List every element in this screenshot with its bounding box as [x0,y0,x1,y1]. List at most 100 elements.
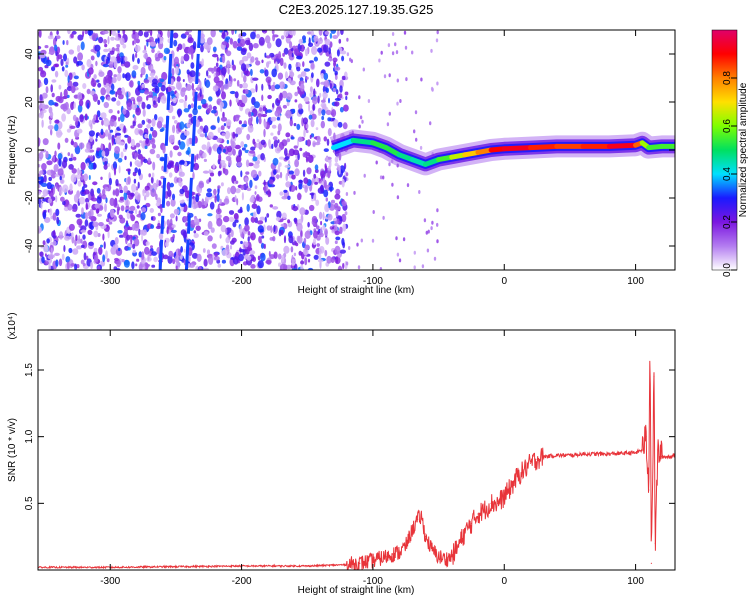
noise-speck [140,66,146,76]
noise-speck [304,244,310,250]
noise-speck [174,90,177,95]
noise-speck [71,30,77,35]
x-tick-label: 100 [627,576,644,587]
noise-speck [168,250,173,257]
noise-speck [249,250,256,255]
noise-speck [72,156,77,161]
noise-speck [116,44,121,48]
noise-speck [115,179,119,186]
noise-speck [38,163,41,168]
noise-speck [217,170,221,177]
noise-speck [273,139,278,148]
noise-speck [150,126,154,132]
noise-speck [107,36,110,45]
noise-speck [117,30,120,34]
noise-speck [244,55,247,61]
noise-speck [367,99,371,103]
noise-speck [245,171,250,175]
noise-speck [136,205,140,209]
noise-speck [45,150,49,159]
noise-speck [294,168,300,177]
noise-speck [300,71,307,77]
noise-speck [415,137,418,142]
noise-speck [334,97,341,101]
noise-speck [284,148,288,157]
noise-speck [279,57,284,67]
noise-speck [119,37,125,46]
noise-speck [149,148,156,155]
noise-speck [295,242,299,247]
noise-speck [279,92,283,101]
noise-speck [78,196,86,205]
noise-speck [221,162,227,169]
noise-speck [70,85,76,94]
noise-speck [234,144,241,150]
noise-speck [312,103,315,112]
noise-speck [217,116,220,124]
noise-speck [298,183,303,190]
noise-speck [253,163,260,169]
noise-speck [329,32,333,39]
noise-speck [52,240,57,246]
noise-speck [105,186,109,192]
noise-speck [323,136,328,142]
noise-speck [172,124,176,134]
noise-speck [70,263,76,267]
noise-speck [238,149,243,158]
noise-speck [318,211,323,220]
noise-speck [76,60,84,66]
noise-speck [430,226,433,231]
noise-speck [304,48,309,57]
noise-speck [52,212,57,221]
noise-speck [304,230,311,239]
snr-point [556,454,558,456]
noise-speck [314,164,319,171]
snr-point [398,552,400,554]
noise-speck [236,198,239,206]
noise-speck [139,140,143,144]
noise-speck [132,249,136,254]
x-tick-label: 0 [501,276,507,287]
noise-speck [122,44,127,49]
noise-speck [320,170,326,178]
noise-speck [182,79,185,82]
noise-speck [323,179,327,189]
noise-speck [327,128,332,137]
noise-speck [311,192,314,199]
noise-speck [83,173,89,182]
noise-speck [244,39,251,46]
noise-speck [67,204,73,211]
noise-speck [311,72,314,79]
noise-speck [216,193,220,203]
noise-speck [261,30,266,33]
noise-speck [99,131,106,139]
noise-speck [169,182,174,188]
noise-speck [268,250,271,257]
noise-speck [197,84,200,92]
noise-speck [250,232,256,241]
snr-point [650,562,653,564]
noise-speck [322,212,325,221]
noise-speck [220,116,228,122]
noise-speck [334,245,341,255]
noise-speck [330,256,335,263]
noise-speck [234,30,237,35]
noise-speck [112,161,118,170]
noise-speck [195,119,200,128]
noise-speck [54,119,60,124]
snr-point [444,558,446,560]
noise-speck [96,79,100,83]
noise-speck [55,129,63,138]
noise-speck [48,263,51,270]
noise-speck [216,56,219,62]
noise-speck [297,235,303,244]
noise-speck [327,213,333,221]
noise-speck [286,138,291,143]
noise-speck [71,232,74,238]
noise-speck [246,133,251,141]
noise-speck [130,192,135,197]
noise-speck [104,161,108,166]
noise-speck [146,56,152,65]
noise-speck [166,226,169,235]
noise-speck [147,157,151,164]
